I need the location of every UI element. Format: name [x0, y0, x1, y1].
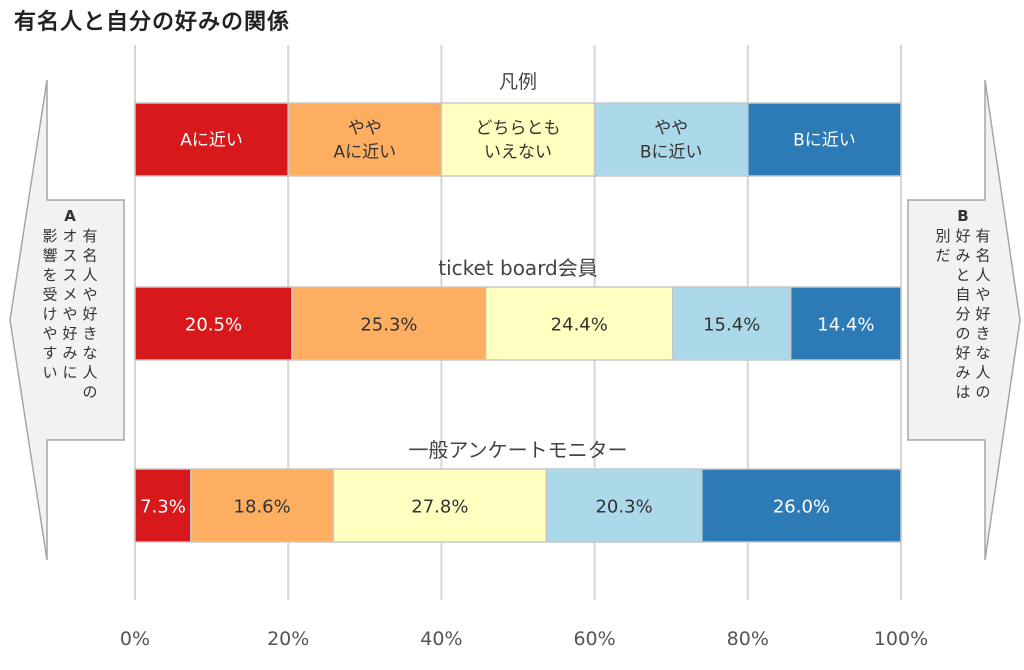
bar-segment — [332, 468, 548, 543]
bar-segment — [291, 286, 487, 361]
legend-swatch — [287, 102, 443, 177]
arrow-text-char: す — [42, 344, 57, 362]
arrow-text-char: 有 — [975, 227, 990, 245]
x-tick-label: 40% — [420, 628, 462, 650]
x-tick-label: 60% — [573, 628, 615, 650]
left-arrow-shape — [9, 79, 125, 561]
arrow-text-char: 好 — [955, 344, 970, 362]
arrow-text-char: や — [42, 325, 57, 343]
bar-segment — [545, 468, 703, 543]
arrow-text-char: の — [975, 383, 990, 401]
arrow-text-char: 好 — [975, 305, 990, 323]
bar-segment — [134, 286, 293, 361]
arrow-text-char: 別 — [935, 227, 950, 245]
legend-label: やや — [654, 119, 688, 139]
arrow-head-label: A — [64, 207, 76, 225]
arrow-text-char: や — [82, 286, 97, 304]
bar-segment — [701, 468, 902, 543]
arrow-text-char: に — [62, 364, 77, 382]
arrow-text-char: メ — [62, 286, 77, 304]
arrow-text-char: 名 — [975, 247, 990, 265]
arrow-text-char: や — [62, 305, 77, 323]
arrow-text-char: だ — [935, 247, 950, 265]
arrow-text-char: を — [42, 266, 57, 284]
arrow-text-char: 分 — [955, 305, 970, 323]
arrow-text-char: や — [975, 286, 990, 304]
data-label: 27.8% — [411, 497, 468, 518]
x-tick-label: 20% — [267, 628, 309, 650]
arrow-head-label: B — [957, 207, 968, 225]
arrow-text-char: の — [82, 383, 97, 401]
legend-swatch — [593, 102, 749, 177]
legend-swatch — [134, 102, 289, 177]
legend-label: どちらとも — [476, 119, 561, 139]
arrow-text-char: ス — [62, 247, 77, 265]
bar-segment — [190, 468, 335, 543]
bar-segment — [671, 286, 792, 361]
data-label: 24.4% — [551, 315, 608, 336]
arrow-text-char: け — [42, 305, 57, 323]
arrow-text-char: み — [955, 364, 970, 382]
legend-swatch — [747, 102, 902, 177]
legend-label: いえない — [484, 143, 552, 163]
arrow-text-char: 自 — [955, 286, 970, 304]
arrow-text-char: き — [82, 325, 97, 343]
arrow-text-char: 人 — [975, 364, 990, 382]
arrow-text-char: な — [975, 344, 990, 362]
arrow-text-char: 有 — [82, 227, 97, 245]
data-label: 7.3% — [140, 497, 186, 518]
legend-label: やや — [348, 119, 382, 139]
arrow-text-char: オ — [62, 227, 77, 245]
right-arrow-shape — [907, 79, 1021, 561]
page-title: 有名人と自分の好みの関係 — [14, 10, 291, 35]
data-label: 20.3% — [595, 497, 652, 518]
arrow-text-char: 好 — [62, 325, 77, 343]
x-tick-label: 100% — [874, 628, 928, 650]
arrow-text-char: 受 — [42, 286, 57, 304]
arrow-text-char: ス — [62, 266, 77, 284]
arrow-text-char: 好 — [955, 227, 970, 245]
arrow-text-char: と — [955, 266, 970, 284]
category-label: ticket board会員 — [438, 256, 598, 280]
arrow-text-char: 人 — [975, 266, 990, 284]
bar-segment — [789, 286, 902, 361]
x-tick-label: 80% — [727, 628, 769, 650]
data-label: 26.0% — [773, 497, 830, 518]
bar-segment — [134, 468, 192, 543]
legend-label: Bに近い — [793, 131, 856, 151]
arrow-text-char: み — [955, 247, 970, 265]
legend-label: Bに近い — [640, 143, 703, 163]
legend-label: Aに近い — [333, 143, 396, 163]
data-label: 14.4% — [817, 315, 874, 336]
arrow-text-char: な — [82, 344, 97, 362]
arrow-text-char: 名 — [82, 247, 97, 265]
arrow-text-char: 好 — [82, 305, 97, 323]
legend-title: 凡例 — [499, 71, 537, 93]
arrow-text-char: み — [62, 344, 77, 362]
arrow-text-char: 響 — [42, 247, 57, 265]
arrow-text-char: き — [975, 325, 990, 343]
data-label: 18.6% — [234, 497, 291, 518]
legend-swatch — [440, 102, 596, 177]
x-tick-label: 0% — [120, 628, 150, 650]
x-axis-ticks: 0% 20% 40% 60% 80% 100% — [120, 628, 928, 650]
bars: ticket board会員 20.5% 25.3% 24.4% 15.4% 14.4% 一… — [134, 256, 902, 543]
category-label: 一般アンケートモニター — [408, 438, 627, 462]
arrow-text-char: 人 — [82, 266, 97, 284]
data-label: 15.4% — [703, 315, 760, 336]
legend-label: Aに近い — [180, 131, 243, 151]
data-label: 25.3% — [360, 315, 417, 336]
arrow-text-char: 影 — [42, 227, 57, 245]
data-label: 20.5% — [185, 315, 242, 336]
arrow-text-char: の — [955, 325, 970, 343]
bar-segment — [485, 286, 674, 361]
arrow-text-char: 人 — [82, 364, 97, 382]
arrow-text-char: は — [955, 383, 970, 401]
arrow-text-char: い — [42, 364, 57, 382]
